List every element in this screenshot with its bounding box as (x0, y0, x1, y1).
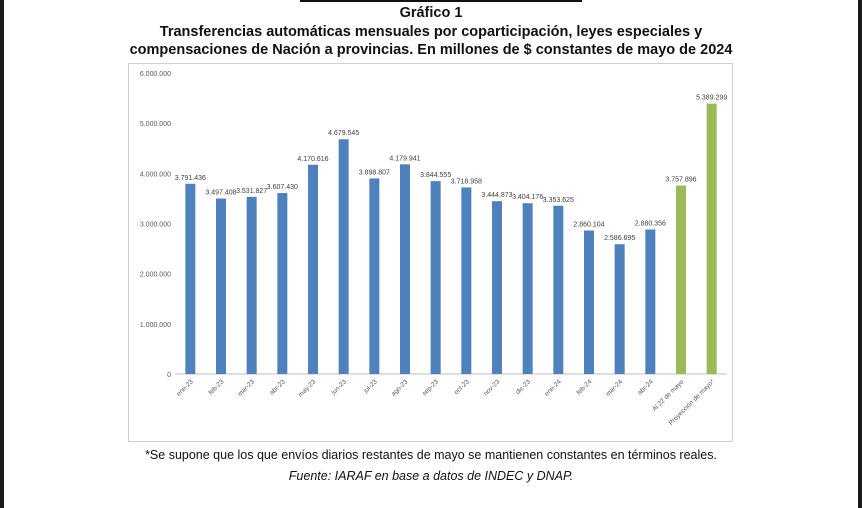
data-label: 3.444.873 (481, 192, 512, 199)
x-tick-label: oct-23 (453, 378, 471, 396)
x-tick-label: sep-23 (421, 378, 440, 397)
bar (676, 185, 686, 374)
x-tick-label: nov-23 (482, 378, 501, 397)
x-tick-label: abr-24 (637, 378, 656, 397)
y-tick-label: 4.000.000 (140, 171, 171, 178)
data-label: 3.497.408 (205, 190, 236, 197)
data-label: 3.898.807 (359, 169, 390, 176)
top-rule (300, 0, 582, 2)
bar (614, 244, 625, 374)
bar (369, 178, 380, 374)
x-tick-label: dic-23 (515, 378, 533, 396)
data-label: 4.679.545 (328, 130, 359, 137)
x-tick-label: ene-23 (175, 378, 195, 398)
bar-chart: 0 1.000.000 2.000.000 3.000.000 4.000.000 5.0… (140, 71, 727, 427)
bar (584, 230, 594, 374)
data-label: 2.586.695 (604, 235, 635, 242)
y-tick-label: 2.000.000 (140, 272, 171, 279)
data-label: 3.404.176 (512, 194, 543, 201)
bar (308, 164, 318, 374)
source-note: Fuente: IARAF en base a datos de INDEC y… (288, 469, 574, 483)
bar (246, 196, 257, 374)
bar (522, 203, 533, 374)
bar (430, 181, 441, 374)
data-label: 2.880.356 (635, 221, 666, 228)
data-label: 4.179.941 (389, 155, 420, 162)
figure-title-line-2: compensaciones de Nación a provincias. E… (129, 42, 733, 58)
window-edge-right (858, 0, 862, 508)
bar (461, 187, 472, 374)
bar (216, 198, 226, 374)
x-tick-label: ago-23 (390, 378, 410, 398)
y-tick-label: 0 (167, 372, 171, 379)
data-label: 2.860.104 (573, 222, 604, 229)
x-tick-label: mar-24 (605, 378, 625, 398)
y-tick-label: 5.000.000 (140, 121, 171, 128)
bar (338, 139, 349, 374)
x-tick-label: ene-24 (543, 378, 563, 398)
chart-frame: 0 1.000.000 2.000.000 3.000.000 4.000.000 5.0… (128, 63, 733, 442)
x-tick-label: abr-23 (269, 378, 288, 397)
data-label: 3.353.625 (543, 197, 574, 204)
data-label: 3.844.555 (420, 172, 451, 179)
bar (645, 229, 656, 374)
bar (185, 183, 196, 374)
data-label: 5.389.299 (696, 95, 727, 102)
data-label: 4.170.616 (297, 156, 328, 163)
data-label: 3.718.958 (451, 178, 482, 185)
y-tick-label: 1.000.000 (140, 322, 171, 329)
data-label: 3.757.896 (665, 176, 696, 183)
bar (553, 205, 564, 374)
window-edge-left (0, 0, 4, 508)
bar (492, 201, 502, 374)
figure-label: Gráfico 1 (399, 5, 463, 21)
figure-title-line-1: Transferencias automáticas mensuales por… (159, 24, 703, 40)
bar (400, 164, 410, 374)
data-label: 3.607.430 (267, 184, 298, 191)
y-tick-label: 6.000.000 (140, 71, 171, 78)
data-label: 3.531.827 (236, 188, 267, 195)
x-tick-label: feb-24 (575, 378, 593, 396)
x-tick-label: may-23 (297, 378, 318, 399)
bar (277, 193, 288, 374)
x-tick-label: Al 22 de mayo (651, 378, 686, 413)
x-tick-label: mar-23 (237, 378, 257, 398)
y-tick-label: 3.000.000 (140, 222, 171, 229)
bar (706, 103, 717, 374)
footnote: *Se supone que los que envíos diarios re… (145, 448, 717, 462)
x-tick-label: jun-23 (330, 378, 349, 397)
x-tick-label: jul-23 (362, 378, 379, 395)
x-tick-label: feb-23 (207, 378, 225, 396)
data-label: 3.791.436 (175, 175, 206, 182)
